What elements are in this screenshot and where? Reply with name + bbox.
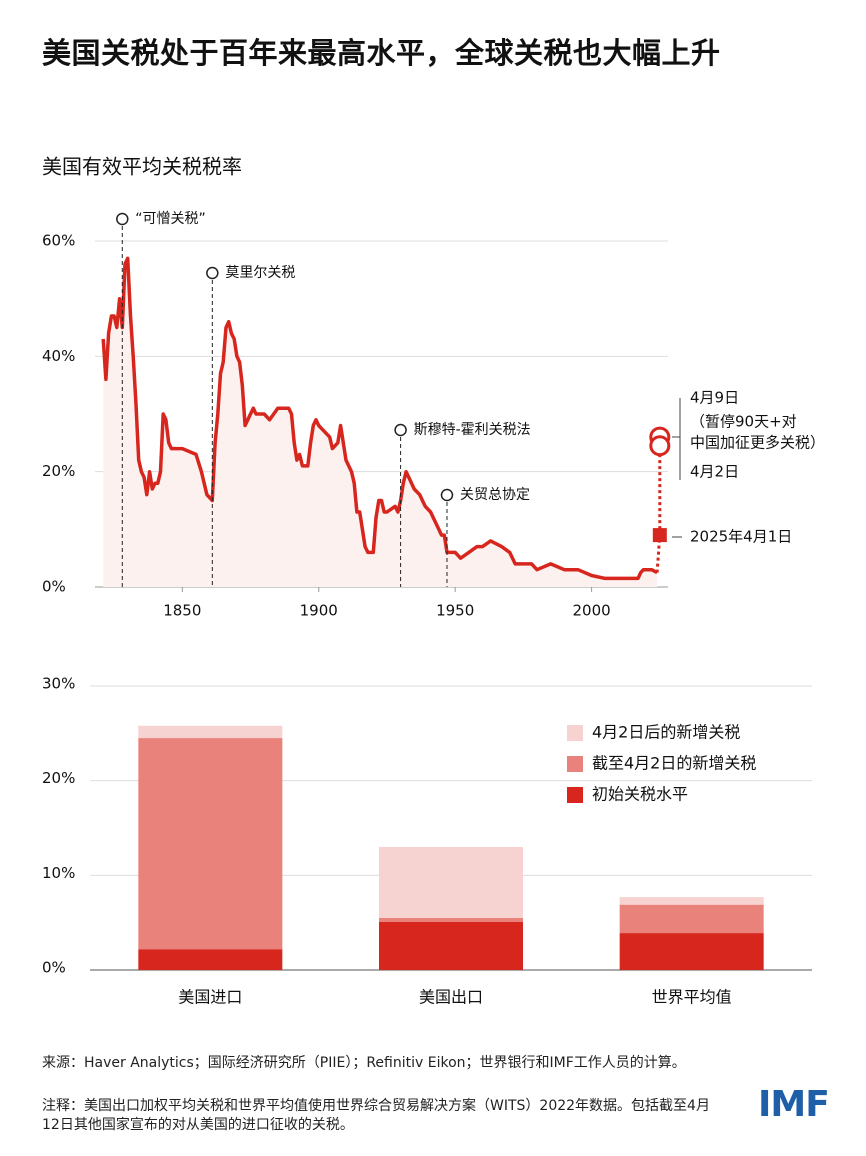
y-tick-label: 10% [42,864,75,882]
event-label: 中国加征更多关税） [690,434,825,452]
annotation-label: 斯穆特-霍利关税法 [414,422,531,438]
line [101,256,658,581]
x-tick-label: 美国出口 [419,988,483,1007]
bar-segment [619,897,764,905]
y-tick-label: 0% [42,959,66,977]
x-tick-label: 美国进口 [178,988,242,1007]
bar-segment [619,904,764,934]
logo: IMF [758,1084,830,1125]
page-title: 美国关税处于百年来最高水平，全球关税也大幅上升 [42,36,721,70]
x-tick-label: 2000 [573,602,611,620]
source: 来源：Haver Analytics；国际经济研究所（PIIE）；Refinit… [42,1055,686,1071]
annotation-marker [116,212,129,226]
event-label: （暂停90天+对 [690,413,797,431]
bar-segment [379,846,523,918]
event-label: 4月2日 [690,463,739,481]
note: 注释：美国出口加权平均关税和世界平均值使用世界综合贸易解决方案（WITS）202… [42,1098,710,1133]
event-label: 2025年4月1日 [690,528,792,546]
x-tick-label: 1900 [300,602,338,620]
annotation-label: 莫里尔关税 [225,265,295,281]
legend-label: 截至4月2日的新增关税 [592,754,756,773]
bar-segment [379,917,523,922]
event-marker [652,528,667,543]
bar-segment [138,949,283,970]
x-tick-label: 世界平均值 [652,988,732,1007]
annotation-marker [206,266,219,280]
y-tick-label: 20% [42,769,75,787]
event-label: 4月9日 [690,389,739,407]
event-marker [649,435,671,457]
y-tick-label: 40% [42,347,75,365]
bar-segment [138,725,283,739]
y-tick-label: 20% [42,462,75,480]
bar-segment [138,738,283,950]
chart-subtitle: 美国有效平均关税税率 [42,155,242,179]
legend-swatch [567,787,583,803]
y-tick-label: 30% [42,675,75,693]
annotation-label: 关贸总协定 [460,487,530,503]
x-tick-label: 1950 [436,602,474,620]
bar-segment [379,921,523,970]
y-tick-label: 60% [42,232,75,250]
legend-label: 初始关税水平 [592,785,688,804]
y-tick-label: 0% [42,578,66,596]
annotation-label: “可憎关税” [135,210,206,227]
area [103,258,658,587]
bar-segment [619,933,764,970]
annotation-marker [394,423,407,437]
annotation-marker [440,488,454,502]
legend-label: 4月2日后的新增关税 [592,723,740,742]
legend-swatch [567,725,583,741]
x-tick-label: 1850 [163,602,201,620]
legend-swatch [567,756,583,772]
